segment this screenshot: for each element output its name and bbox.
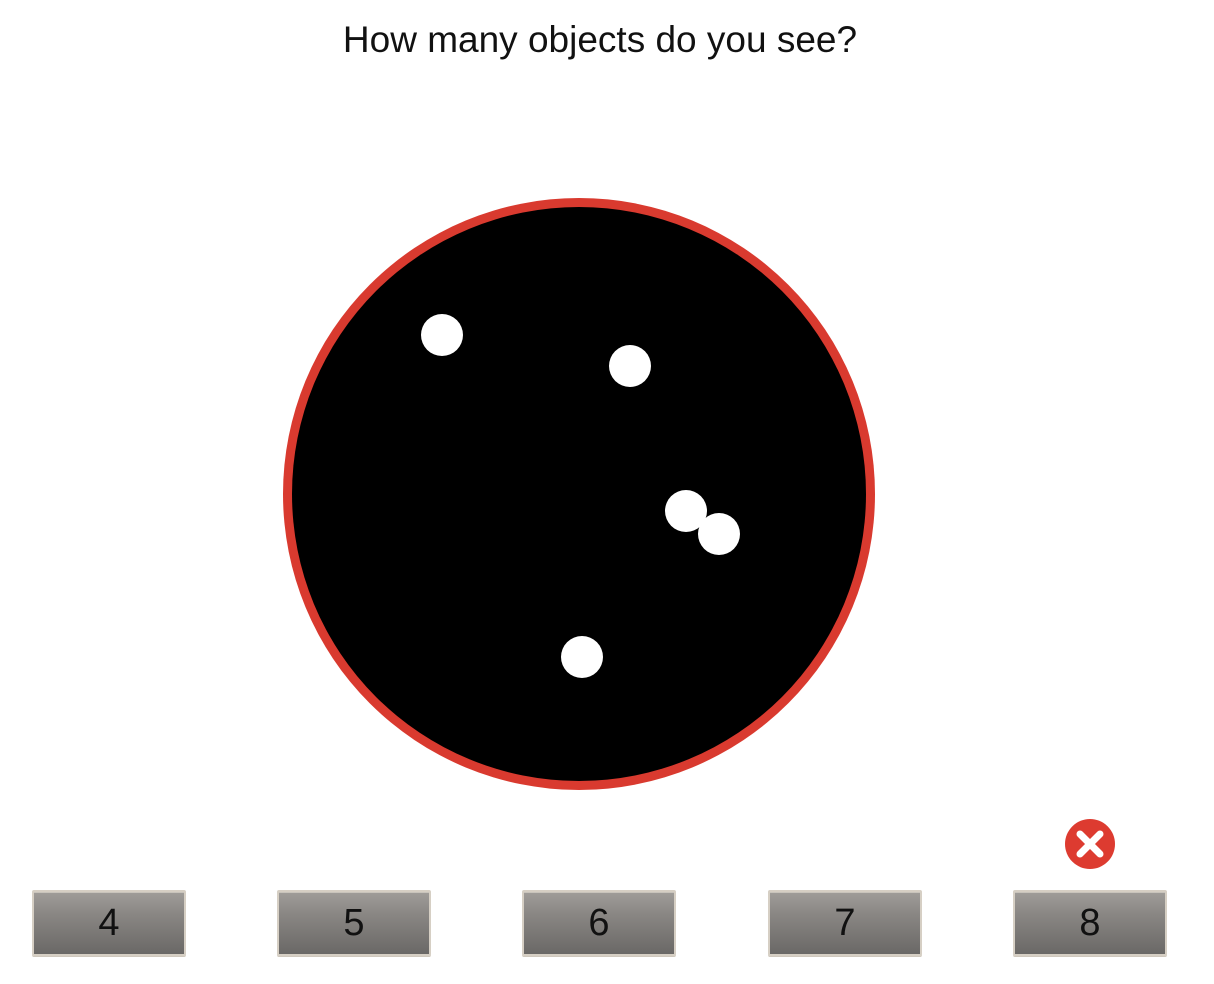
x-circle-icon: [1063, 817, 1117, 871]
answer-button-5[interactable]: 5: [277, 890, 431, 956]
question-text: How many objects do you see?: [342, 19, 858, 60]
object-dot: [665, 490, 707, 532]
object-dot: [561, 636, 603, 678]
answer-button-8[interactable]: 8: [1013, 890, 1167, 956]
object-dot: [698, 513, 740, 555]
object-dot: [421, 314, 463, 356]
board-field: [292, 207, 866, 781]
board-circle: [283, 198, 875, 790]
answer-button-7[interactable]: 7: [768, 890, 922, 956]
object-dot: [609, 345, 651, 387]
answer-button-6[interactable]: 6: [522, 890, 676, 956]
answer-button-4[interactable]: 4: [32, 890, 186, 956]
